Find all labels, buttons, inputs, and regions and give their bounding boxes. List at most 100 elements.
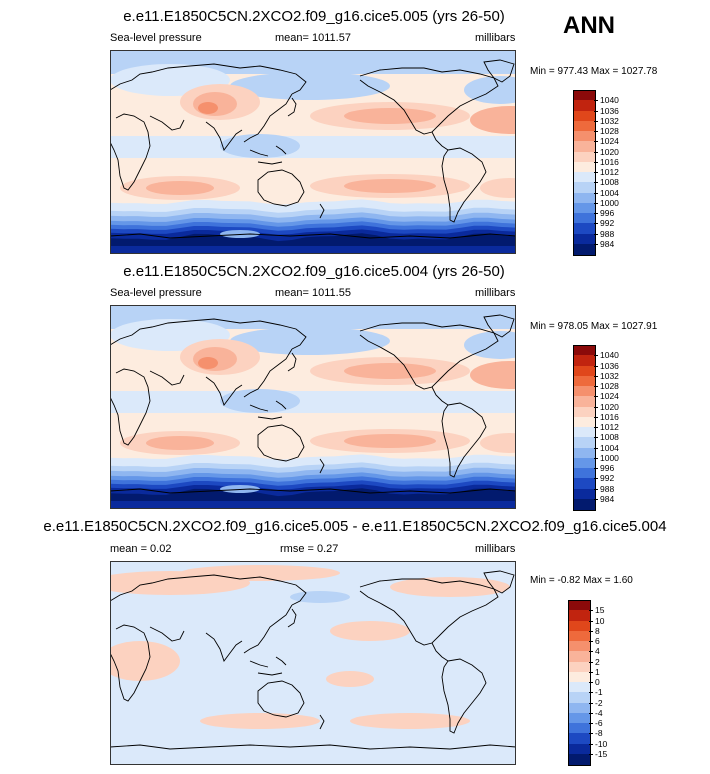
coastline — [110, 488, 516, 494]
coastline — [149, 370, 185, 386]
colorbar-label: 8 — [595, 625, 600, 636]
colorbar-label: 1028 — [600, 381, 619, 391]
indian-high-core — [146, 181, 214, 195]
panel3-minmax: Min = -0.82 Max = 1.60 — [530, 575, 633, 586]
colorbar-tick — [594, 243, 598, 245]
colorbar-swatch — [573, 406, 595, 418]
coastline — [359, 578, 499, 646]
colorbar-tick — [594, 100, 598, 102]
coastline — [431, 642, 449, 662]
panel2-variable-label: Sea-level pressure — [110, 287, 202, 299]
panel2-minmax: Min = 978.05 Max = 1027.91 — [530, 321, 658, 332]
colorbar-swatch — [573, 131, 595, 142]
panel3-rmse-label: rmse = 0.27 — [280, 543, 339, 555]
colorbar-swatch — [573, 110, 595, 122]
antarctic-field — [110, 246, 516, 254]
coastline — [319, 203, 325, 219]
colorbar-tick — [594, 172, 598, 173]
north-atlantic-low — [464, 76, 516, 104]
coastline — [110, 368, 151, 446]
maritime-continent-low — [220, 389, 300, 413]
panel1-colorbar: 1040 1036 1032 1028 1024 1020 1016 1012 1008 1004… — [573, 90, 635, 256]
panel2-colorbar: 1040 1036 1032 1028 1024 1020 1016 1012 1008 1004… — [573, 345, 635, 511]
colorbar-tick — [594, 396, 598, 398]
colorbar-tick — [589, 620, 593, 622]
coastline — [243, 348, 293, 398]
diff-africa-patch — [110, 641, 180, 681]
colorbar-tick — [594, 365, 598, 367]
colorbar-tick — [594, 202, 598, 204]
panel2-map-frame — [110, 305, 516, 509]
azores-high — [470, 106, 516, 134]
colorbar-label: 2 — [595, 656, 600, 667]
panel2-title: e.e11.E1850C5CN.2XCO2.f09_g16.cice5.004 … — [123, 263, 505, 280]
panel1-units-label: millibars — [475, 32, 516, 44]
colorbar-swatch — [573, 161, 595, 173]
colorbar-tick — [589, 651, 593, 653]
panel3-map — [110, 561, 516, 765]
panel3-mean-label: mean = 0.02 — [110, 543, 172, 555]
colorbar-tick — [589, 610, 593, 612]
colorbar-tick — [589, 682, 593, 683]
colorbar-swatch — [573, 90, 595, 101]
colorbar-swatch — [568, 641, 590, 652]
colorbar-label: 1008 — [600, 177, 619, 188]
colorbar-swatch — [573, 396, 595, 407]
colorbar-swatch — [573, 478, 595, 489]
colorbar-tick — [589, 630, 593, 632]
panel1-map-svg — [110, 50, 516, 254]
diff-north-patch-3 — [390, 577, 510, 597]
coastline — [257, 424, 305, 462]
colorbar-swatch — [573, 233, 595, 245]
diff-pacific-patch — [330, 621, 410, 641]
colorbar-tick — [594, 427, 598, 428]
colorbar-tick — [594, 375, 598, 377]
colorbar-swatch — [573, 141, 595, 152]
colorbar-swatch — [573, 386, 595, 397]
equatorial-trough — [110, 391, 516, 413]
panel2-map — [110, 305, 516, 509]
south-atlantic-high — [480, 433, 516, 453]
colorbar-label: 992 — [600, 473, 615, 484]
panel2-units-label: millibars — [475, 287, 516, 299]
south-atlantic-high — [480, 178, 516, 198]
maritime-continent-low — [220, 134, 300, 158]
panel1-mean-label: mean= 1011.57 — [275, 32, 351, 44]
tibet-max — [198, 102, 218, 114]
colorbar-label: 1016 — [600, 411, 619, 422]
colorbar-label: 1012 — [600, 422, 619, 432]
diff-north-patch-2 — [180, 565, 340, 581]
coastlines — [110, 314, 516, 494]
colorbar-swatch — [573, 468, 595, 479]
coastline — [287, 608, 297, 628]
colorbar-swatch — [573, 243, 595, 255]
colorbar-swatch — [573, 182, 595, 193]
coastline — [110, 233, 516, 239]
coastline — [149, 115, 185, 131]
colorbar-tick — [594, 447, 598, 449]
coastline — [483, 59, 515, 83]
coastline — [149, 626, 185, 642]
colorbar-label: 15 — [595, 605, 605, 616]
colorbar-label: 996 — [600, 208, 615, 218]
season-label: ANN — [563, 12, 615, 39]
colorbar-swatch — [568, 620, 590, 632]
coastline — [287, 352, 297, 372]
colorbar-swatch — [573, 192, 595, 204]
panel3-title: e.e11.E1850C5CN.2XCO2.f09_g16.cice5.005 … — [43, 518, 667, 535]
colorbar-tick — [594, 355, 598, 357]
colorbar-tick — [589, 723, 593, 724]
colorbar-tick — [594, 457, 598, 459]
antarctic-high-patch — [220, 485, 260, 493]
colorbar-swatch — [568, 661, 590, 673]
colorbar-tick — [594, 151, 598, 153]
colorbar-tick — [594, 386, 598, 387]
equatorial-trough — [110, 136, 516, 158]
colorbar-label: 1036 — [600, 105, 619, 116]
panel1-map-frame — [110, 50, 516, 254]
colorbar-swatch — [573, 488, 595, 500]
coastline — [257, 680, 305, 718]
panel1-title: e.e11.E1850C5CN.2XCO2.f09_g16.cice5.005 … — [123, 8, 505, 25]
colorbar-label: 1012 — [600, 167, 619, 177]
panel1-minmax: Min = 977.43 Max = 1027.78 — [530, 66, 658, 77]
